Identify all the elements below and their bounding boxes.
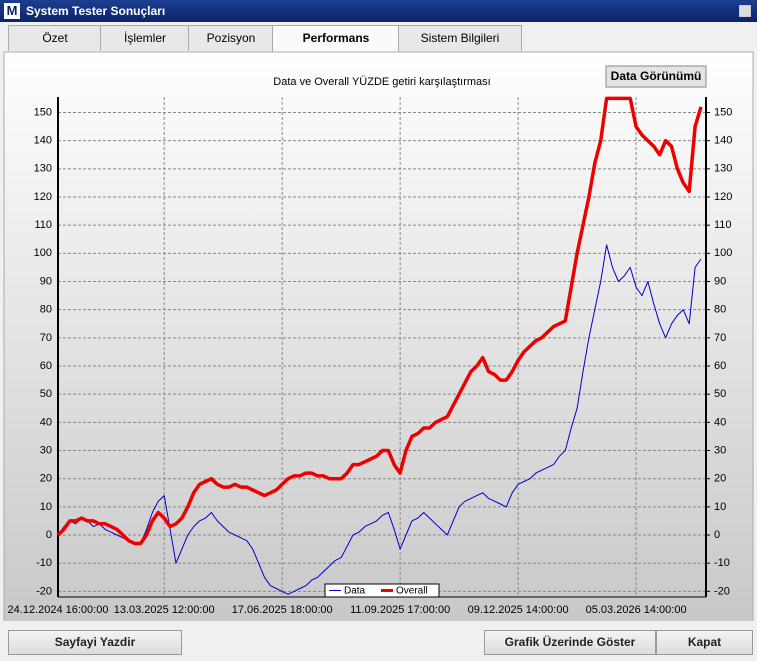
data-view-button[interactable] (605, 65, 707, 88)
print-button[interactable]: Sayfayi Yazdir (8, 630, 182, 655)
x-tick-label: 09.12.2025 14:00:00 (468, 604, 569, 616)
y-tick-label: 100 (34, 247, 52, 259)
y-tick-label: 120 (34, 191, 52, 203)
y-tick-label: 60 (40, 360, 52, 372)
y2-tick-label: 80 (714, 304, 726, 316)
chart: Data ve Overall YÜZDE getiri karşılaştır… (3, 51, 754, 621)
y-tick-label: 130 (34, 163, 52, 175)
y2-tick-label: 120 (714, 191, 732, 203)
y-tick-label: 20 (40, 473, 52, 485)
panel (3, 51, 754, 621)
series-line (57, 244, 702, 595)
y2-tick-label: 100 (714, 247, 732, 259)
x-tick-label: 05.03.2026 14:00:00 (586, 604, 687, 616)
y-tick-label: 150 (34, 106, 52, 118)
y2-tick-label: -10 (714, 557, 730, 569)
title-bar: M System Tester Sonuçları (0, 0, 757, 22)
legend-label: Data (344, 586, 366, 597)
window-title: System Tester Sonuçları (26, 4, 166, 18)
x-tick-label: 24.12.2024 16:00:00 (8, 604, 109, 616)
show-button[interactable]: Grafik Üzerinde Göster (484, 630, 656, 655)
y2-tick-label: 60 (714, 360, 726, 372)
y-tick-label: 140 (34, 135, 52, 147)
y2-tick-label: 40 (714, 416, 726, 428)
y-tick-label: 90 (40, 275, 52, 287)
y2-tick-label: 140 (714, 135, 732, 147)
x-tick-label: 11.09.2025 17:00:00 (350, 604, 450, 616)
tab[interactable]: Performans (272, 25, 400, 53)
series-line (56, 96, 703, 546)
x-tick-label: 13.03.2025 12:00:00 (114, 604, 215, 616)
legend-label: Overall (396, 586, 428, 597)
y2-tick-label: 110 (714, 219, 732, 231)
tab[interactable]: Sistem Bilgileri (398, 25, 522, 51)
y-tick-label: 0 (46, 529, 52, 541)
tab[interactable]: İşlemler (100, 25, 190, 51)
x-tick-label: 17.06.2025 18:00:00 (232, 604, 333, 616)
y2-tick-label: 130 (714, 163, 732, 175)
tab[interactable]: Pozisyon (188, 25, 274, 51)
y-tick-label: -10 (36, 557, 52, 569)
y-tick-label: 10 (40, 501, 52, 513)
y2-tick-label: 50 (714, 388, 726, 400)
close-button[interactable]: Kapat (656, 630, 753, 655)
data-view-label[interactable]: Data Görünümü (611, 69, 702, 83)
y-tick-label: 30 (40, 444, 52, 456)
y2-tick-label: 20 (714, 473, 726, 485)
tab[interactable]: Özet (8, 25, 102, 51)
y2-tick-label: 10 (714, 501, 726, 513)
y-tick-label: 110 (34, 219, 52, 231)
y-tick-label: 80 (40, 304, 52, 316)
y2-tick-label: 30 (714, 444, 726, 456)
y2-tick-label: -20 (714, 585, 730, 597)
y-tick-label: 70 (40, 332, 52, 344)
close-box[interactable] (739, 5, 751, 17)
y2-tick-label: 0 (714, 529, 720, 541)
y-tick-label: 50 (40, 388, 52, 400)
y2-tick-label: 90 (714, 275, 726, 287)
y-tick-label: -20 (36, 585, 52, 597)
chart-title: Data ve Overall YÜZDE getiri karşılaştır… (273, 76, 490, 88)
y2-tick-label: 70 (714, 332, 726, 344)
app-icon: M (4, 3, 20, 19)
y-tick-label: 40 (40, 416, 52, 428)
y2-tick-label: 150 (714, 106, 732, 118)
